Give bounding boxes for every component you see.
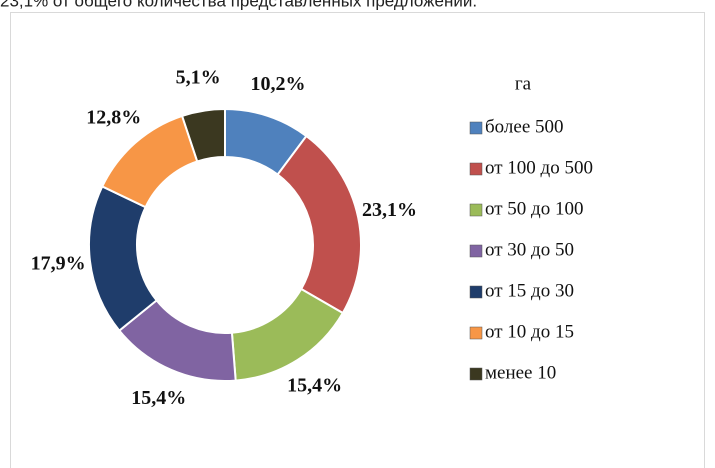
legend-label: от 10 до 15 bbox=[485, 321, 574, 342]
legend-title: га bbox=[515, 73, 532, 94]
legend-swatch bbox=[469, 162, 483, 176]
donut-slice bbox=[180, 107, 226, 163]
legend-swatch bbox=[469, 285, 483, 299]
legend-label: от 100 до 500 bbox=[485, 157, 593, 178]
data-label: 12,8% bbox=[86, 107, 141, 129]
legend-label: менее 10 bbox=[485, 362, 556, 383]
donut-slice bbox=[88, 185, 159, 333]
legend-swatch bbox=[469, 121, 483, 135]
legend-swatch bbox=[469, 244, 483, 258]
legend-swatch bbox=[469, 367, 483, 381]
data-label: 23,1% bbox=[362, 199, 417, 221]
data-label: 15,4% bbox=[287, 375, 342, 397]
legend-swatch bbox=[469, 203, 483, 217]
legend-swatch bbox=[469, 326, 483, 340]
caption: 23,1% от общего количества представленны… bbox=[0, 0, 477, 10]
legend-label: от 30 до 50 bbox=[485, 239, 574, 260]
chart-frame bbox=[10, 12, 705, 468]
legend-label: более 500 bbox=[485, 116, 564, 137]
donut-slice bbox=[100, 114, 199, 209]
data-label: 17,9% bbox=[31, 252, 86, 274]
donut-slice bbox=[230, 287, 345, 382]
legend-label: от 50 до 100 bbox=[485, 198, 583, 219]
donut-slice bbox=[276, 134, 362, 315]
legend-label: от 15 до 30 bbox=[485, 280, 574, 301]
data-label: 10,2% bbox=[250, 73, 305, 95]
data-label: 5,1% bbox=[176, 67, 221, 89]
data-label: 15,4% bbox=[131, 387, 186, 409]
